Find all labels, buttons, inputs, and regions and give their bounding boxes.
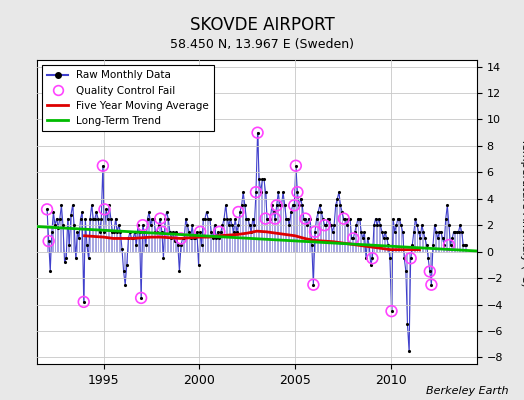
Point [425, 268, 434, 275]
Text: SKOVDE AIRPORT: SKOVDE AIRPORT [190, 16, 334, 34]
Point [272, 202, 281, 208]
Point [156, 216, 165, 222]
Point [445, 242, 453, 248]
Point [271, 216, 279, 222]
Point [252, 189, 260, 195]
Point [407, 255, 415, 262]
Point [301, 216, 310, 222]
Point [349, 235, 357, 242]
Point [293, 189, 302, 195]
Point [158, 229, 166, 235]
Point [254, 130, 262, 136]
Point [138, 222, 147, 228]
Point [196, 229, 204, 235]
Legend: Raw Monthly Data, Quality Control Fail, Five Year Moving Average, Long-Term Tren: Raw Monthly Data, Quality Control Fail, … [42, 65, 214, 131]
Point [290, 202, 299, 208]
Text: Berkeley Earth: Berkeley Earth [426, 386, 508, 396]
Point [80, 299, 88, 305]
Y-axis label: Temperature Anomaly (°C): Temperature Anomaly (°C) [520, 138, 524, 286]
Point [100, 206, 108, 212]
Point [261, 216, 270, 222]
Text: 58.450 N, 13.967 E (Sweden): 58.450 N, 13.967 E (Sweden) [170, 38, 354, 51]
Point [215, 229, 223, 235]
Point [45, 238, 53, 244]
Point [43, 206, 51, 212]
Point [427, 282, 435, 288]
Point [309, 282, 318, 288]
Point [177, 235, 185, 242]
Point [311, 229, 319, 235]
Point [292, 162, 300, 169]
Point [340, 216, 348, 222]
Point [137, 295, 145, 301]
Point [320, 222, 329, 228]
Point [387, 308, 396, 314]
Point [368, 255, 377, 262]
Point [234, 209, 243, 215]
Point [99, 162, 107, 169]
